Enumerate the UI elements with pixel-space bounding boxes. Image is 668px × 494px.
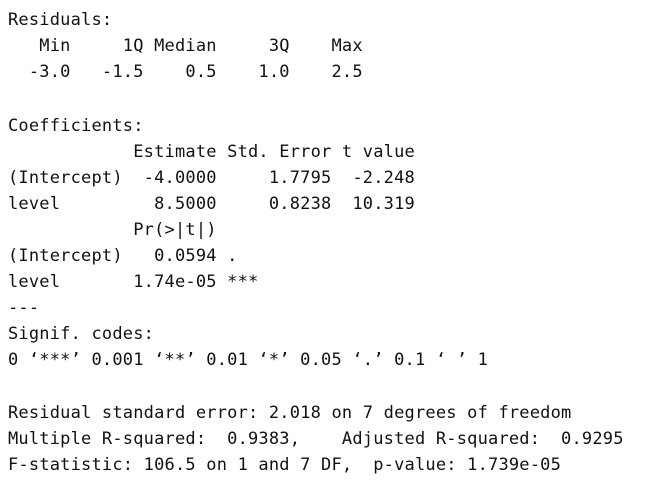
signif-codes-legend: 0 ‘***’ 0.001 ‘**’ 0.01 ‘*’ 0.05 ‘.’ 0.1…	[8, 350, 489, 370]
residuals-value-row: -3.0 -1.5 0.5 1.0 2.5	[8, 62, 363, 82]
coefficients-heading: Coefficients:	[8, 116, 144, 136]
residuals-heading: Residuals:	[8, 10, 113, 30]
coefficients-intercept-row-1: (Intercept) -4.0000 1.7795 -2.248	[8, 168, 415, 188]
residuals-header-row: Min 1Q Median 3Q Max	[8, 36, 363, 56]
residual-standard-error: Residual standard error: 2.018 on 7 degr…	[8, 403, 572, 423]
r-squared-line: Multiple R-squared: 0.9383, Adjusted R-s…	[8, 429, 624, 449]
coefficients-level-row-2: level 1.74e-05 ***	[8, 272, 259, 292]
coefficients-intercept-row-2: (Intercept) 0.0594 .	[8, 246, 238, 266]
coefficients-header-row-2: Pr(>|t|)	[8, 220, 217, 240]
coefficients-header-row-1: Estimate Std. Error t value	[8, 142, 415, 162]
coefficients-level-row-1: level 8.5000 0.8238 10.319	[8, 194, 415, 214]
f-statistic-line: F-statistic: 106.5 on 1 and 7 DF, p-valu…	[8, 455, 562, 475]
signif-codes-heading: Signif. codes:	[8, 324, 155, 344]
coefficients-separator: ---	[8, 298, 40, 318]
